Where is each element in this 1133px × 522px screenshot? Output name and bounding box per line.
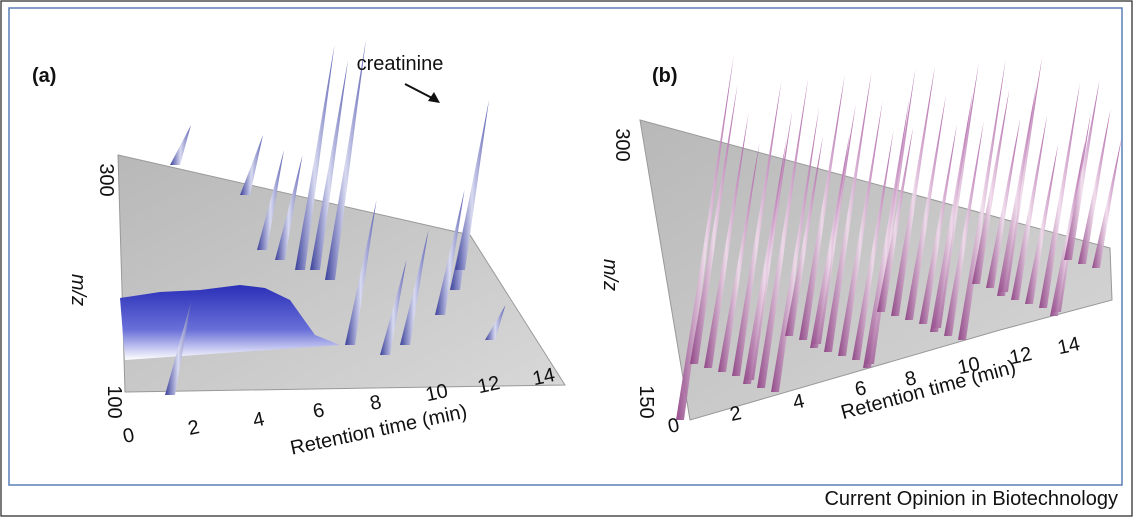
x-tick-label: 0 <box>121 424 136 448</box>
x-tick-label: 14 <box>531 364 557 390</box>
x-tick-label: 2 <box>186 416 201 440</box>
peak <box>986 118 1021 288</box>
peak <box>824 72 872 352</box>
peak <box>380 260 407 355</box>
panel-label: (b) <box>652 65 678 87</box>
peak <box>905 95 946 320</box>
peak <box>690 84 738 364</box>
x-tick-label: 12 <box>1008 343 1034 369</box>
y-axis-title: m/z <box>599 259 621 291</box>
y-axis-title: m/z <box>67 274 89 306</box>
peak <box>400 230 429 345</box>
x-tick-label: 6 <box>311 399 326 423</box>
peak <box>295 45 335 270</box>
peak <box>240 135 263 195</box>
peak <box>997 86 1037 296</box>
x-tick-label: 6 <box>853 377 868 401</box>
peaks <box>165 40 1122 420</box>
y-tick-label: 100 <box>103 385 125 418</box>
peak <box>718 142 760 372</box>
peak <box>799 75 845 340</box>
x-tick-label: 10 <box>956 353 982 379</box>
peak <box>877 127 914 312</box>
x-tick-label: 8 <box>368 391 383 415</box>
peak <box>852 130 894 360</box>
x-tick-label: 12 <box>476 372 502 398</box>
peak <box>863 98 910 368</box>
peak <box>676 55 734 420</box>
x-tick-label: 14 <box>1056 333 1082 359</box>
x-tick-label: 8 <box>903 367 918 391</box>
peak <box>930 92 973 332</box>
peak <box>435 190 465 315</box>
peak <box>958 60 1006 340</box>
x-tick-label: 4 <box>791 390 806 414</box>
peak <box>732 81 782 376</box>
panel-frame <box>8 7 1123 486</box>
panel-label: (a) <box>32 65 56 87</box>
peak <box>165 300 192 395</box>
peak <box>345 200 377 345</box>
annotation: creatinine <box>357 53 444 75</box>
peak <box>1050 141 1085 316</box>
peak <box>944 121 984 336</box>
peak <box>785 136 823 336</box>
peak <box>704 113 749 368</box>
peak <box>1092 138 1122 268</box>
y-tick-label: 300 <box>611 128 633 161</box>
peak <box>1064 80 1100 260</box>
x-tick-label: 4 <box>251 408 266 432</box>
y-tick-label: 300 <box>95 163 117 196</box>
x-tick-label: 0 <box>666 414 681 438</box>
y-tick-label: 150 <box>635 385 657 418</box>
peak <box>1025 144 1059 304</box>
peak <box>485 305 506 340</box>
peak <box>257 150 284 250</box>
peak <box>919 124 957 324</box>
peak <box>771 107 820 392</box>
arrow-head <box>428 92 440 103</box>
peak <box>891 66 935 316</box>
baseline-band <box>120 285 340 360</box>
peak <box>275 155 303 260</box>
peak <box>1011 115 1048 300</box>
peak <box>743 139 787 384</box>
peak <box>838 101 883 356</box>
peak <box>1039 83 1080 308</box>
peak <box>325 40 366 280</box>
peak <box>170 125 191 165</box>
x-tick-label: 10 <box>424 380 450 406</box>
peak <box>1078 109 1111 264</box>
peak <box>310 60 348 270</box>
peak <box>757 78 809 388</box>
peak <box>810 133 850 348</box>
peak <box>455 100 489 270</box>
footer: Current Opinion in Biotechnology <box>824 488 1118 510</box>
x-tick-label: 2 <box>728 402 743 426</box>
peak <box>972 89 1010 284</box>
